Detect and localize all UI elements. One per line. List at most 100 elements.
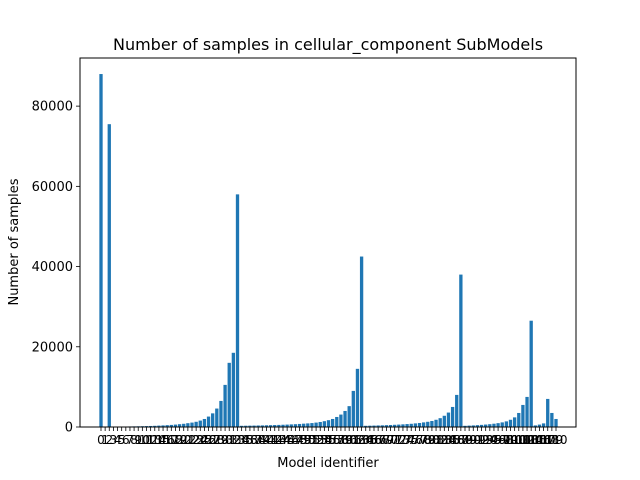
x-tick-label: 60: [342, 433, 357, 447]
x-tick-label: 110: [545, 433, 568, 447]
bar: [442, 415, 446, 427]
bar: [397, 424, 401, 427]
x-tick-label: 41: [263, 433, 278, 447]
bar: [260, 425, 264, 427]
x-tick-label: 11: [139, 433, 154, 447]
bar: [264, 425, 269, 427]
bar: [504, 421, 509, 427]
x-axis: 0123456789101112131415161718192021222324…: [97, 427, 567, 447]
bar: [318, 421, 322, 427]
x-tick-label: 69: [379, 433, 394, 447]
bar: [417, 422, 422, 427]
bar: [107, 124, 111, 428]
x-tick-label: 1: [101, 433, 109, 447]
bar: [281, 424, 285, 427]
x-tick-label: 12: [143, 433, 158, 447]
x-tick-label: 102: [511, 433, 534, 447]
bar: [347, 406, 351, 427]
x-tick-label: 98: [499, 433, 514, 447]
bar: [330, 418, 335, 427]
x-tick-label: 109: [540, 433, 563, 447]
bar: [372, 425, 376, 427]
y-tick-label: 40000: [32, 260, 73, 275]
x-tick-label: 45: [279, 433, 294, 447]
x-tick-label: 96: [490, 433, 505, 447]
x-tick-label: 2: [105, 433, 113, 447]
x-tick-label: 5: [118, 433, 126, 447]
bar: [293, 424, 298, 427]
x-tick-label: 81: [428, 433, 443, 447]
x-tick-label: 21: [180, 433, 195, 447]
x-tick-label: 25: [197, 433, 212, 447]
x-tick-label: 67: [370, 433, 385, 447]
bar: [455, 394, 459, 427]
bar: [289, 424, 293, 427]
x-tick-label: 43: [271, 433, 286, 447]
x-tick-label: 85: [445, 433, 460, 447]
bar: [186, 423, 190, 427]
bar: [239, 425, 244, 427]
x-tick-label: 97: [495, 433, 510, 447]
bar: [169, 424, 173, 427]
x-tick-label: 95: [486, 433, 501, 447]
y-tick-label: 80000: [32, 100, 73, 115]
bar: [364, 425, 368, 427]
x-tick-label: 22: [184, 433, 199, 447]
x-tick-label: 91: [470, 433, 485, 447]
x-tick-label: 31: [222, 433, 237, 447]
bar: [492, 423, 496, 427]
bar: [500, 422, 504, 427]
x-tick-label: 77: [412, 433, 427, 447]
bar: [463, 425, 467, 427]
bar: [467, 425, 471, 427]
chart-title: Number of samples in cellular_component …: [113, 35, 543, 55]
bar: [198, 420, 202, 427]
bar: [393, 424, 397, 427]
bar: [211, 413, 215, 427]
bar: [533, 425, 537, 427]
x-tick-label: 32: [226, 433, 241, 447]
x-tick-label: 65: [362, 433, 377, 447]
bar: [413, 423, 418, 427]
bar: [285, 424, 289, 427]
bar: [421, 422, 426, 427]
bar: [235, 194, 240, 427]
x-tick-label: 63: [354, 433, 369, 447]
x-tick-label: 35: [238, 433, 253, 447]
bar: [248, 425, 252, 427]
bar: [302, 423, 306, 427]
x-tick-label: 19: [172, 433, 187, 447]
bar: [173, 424, 178, 427]
x-tick-label: 107: [532, 433, 555, 447]
bar: [488, 424, 492, 427]
bar: [401, 424, 405, 427]
bar: [231, 352, 236, 427]
bar: [405, 424, 409, 427]
x-tick-label: 24: [193, 433, 208, 447]
bar: [252, 425, 256, 427]
bar: [496, 423, 500, 427]
x-tick-label: 87: [453, 433, 468, 447]
bar: [273, 425, 277, 427]
x-tick-label: 33: [230, 433, 245, 447]
x-tick-label: 6: [122, 433, 130, 447]
bar: [446, 412, 451, 427]
bar: [521, 404, 525, 427]
x-tick-label: 70: [383, 433, 398, 447]
x-tick-label: 99: [503, 433, 518, 447]
x-tick-label: 55: [321, 433, 336, 447]
bars-group: [99, 74, 558, 428]
bar: [546, 398, 550, 427]
bar: [409, 423, 413, 427]
bar: [202, 418, 207, 427]
x-tick-label: 56: [325, 433, 340, 447]
bar: [430, 420, 434, 427]
x-tick-label: 105: [524, 433, 547, 447]
bar: [157, 425, 161, 427]
bar: [479, 424, 484, 427]
x-tick-label: 84: [441, 433, 456, 447]
x-tick-label: 74: [399, 433, 414, 447]
x-tick-label: 38: [251, 433, 266, 447]
plot-frame: [79, 57, 577, 428]
